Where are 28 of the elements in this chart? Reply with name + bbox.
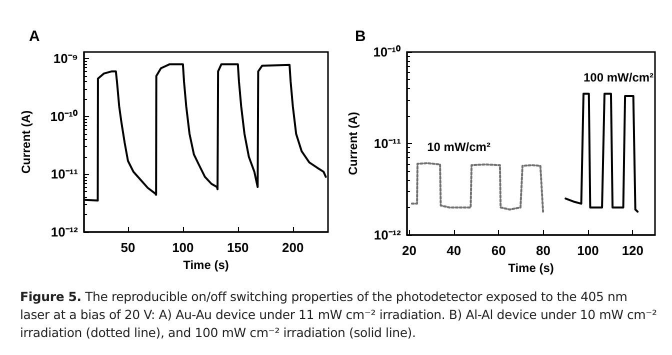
x-tick-label: 50	[120, 240, 136, 255]
y-tick-label: 10⁻¹²	[374, 228, 402, 242]
y-axis-title: Current (A)	[19, 110, 33, 174]
y-tick-label: 10⁻¹⁰	[50, 108, 78, 124]
x-axis-title: Time (s)	[183, 258, 229, 272]
x-tick-label: 60	[491, 243, 506, 258]
x-tick-label: 120	[622, 243, 644, 258]
y-tick-label: 10⁻⁹	[53, 51, 78, 66]
x-tick-label: 100	[172, 240, 194, 255]
line-series	[564, 92, 639, 213]
chart-title: B	[355, 28, 366, 45]
y-tick-label: 10⁻¹⁰	[373, 44, 401, 60]
chart-title: A	[29, 28, 40, 45]
x-tick-label: 40	[446, 243, 462, 258]
y-tick-label: 10⁻¹¹	[374, 136, 401, 151]
x-axis-title: Time (s)	[508, 260, 554, 275]
caption: Figure 5. The reproducible on/off switching properties of the photodetector exposed to the 405 nm laser at a bias of 20 V: A) Au-Au device under 11 mW cm⁻² irradiation. B) Al-Al device under 10 mW cm⁻² irradiation (dotted line), and 100 mW cm⁻² irradiation (solid line).	[20, 288, 658, 342]
x-tick-label: 20	[402, 243, 416, 258]
x-tick-label: 200	[282, 240, 304, 255]
x-tick-label: 150	[227, 240, 249, 255]
series-label: 10 mW/cm²	[427, 140, 490, 154]
y-tick-label: 10⁻¹¹	[50, 166, 78, 182]
y-axis-title: Current (A)	[346, 112, 360, 176]
x-tick-label: 100	[577, 243, 599, 258]
series-label: 100 mW/cm²	[584, 70, 654, 85]
line-series	[410, 162, 544, 213]
x-tick-label: 80	[536, 243, 551, 258]
y-tick-label: 10⁻¹²	[50, 224, 79, 240]
